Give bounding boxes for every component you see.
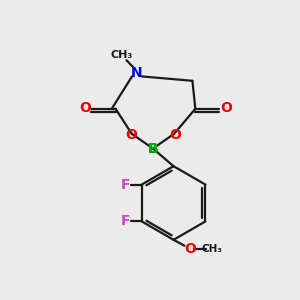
Text: N: N xyxy=(131,66,142,80)
Text: F: F xyxy=(121,178,130,192)
Text: O: O xyxy=(169,128,181,142)
Text: B: B xyxy=(148,142,158,155)
Text: O: O xyxy=(220,101,232,115)
Text: B: B xyxy=(148,142,158,155)
Text: O: O xyxy=(79,101,91,115)
Text: F: F xyxy=(121,214,130,228)
Text: CH₃: CH₃ xyxy=(202,244,223,254)
Text: O: O xyxy=(184,242,196,256)
Text: CH₃: CH₃ xyxy=(111,50,133,60)
Text: O: O xyxy=(125,128,137,142)
